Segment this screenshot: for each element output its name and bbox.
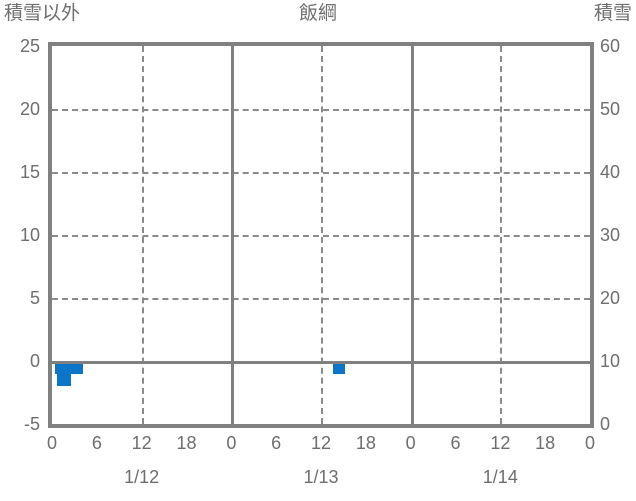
y-axis-right-tick-label: 20 <box>600 288 621 308</box>
y-axis-left-tick-label: 5 <box>29 288 40 308</box>
x-axis-tick-label: 12 <box>490 433 511 453</box>
y-axis-left-tick-label: 10 <box>19 225 40 245</box>
right-axis-title: 積雪 <box>593 3 632 24</box>
vertical-gridline <box>321 46 323 424</box>
y-axis-left-tick-label: 25 <box>19 36 40 56</box>
plot-area <box>48 42 594 428</box>
y-axis-right-tick-label: 60 <box>600 36 621 56</box>
day-boundary-line <box>410 46 414 424</box>
y-axis-left-tick-label: -5 <box>23 414 40 434</box>
plot-inner <box>52 46 590 424</box>
chart-title: 飯綱 <box>298 3 337 24</box>
x-axis-tick-label: 6 <box>91 433 102 453</box>
y-axis-right-tick-label: 50 <box>600 99 621 119</box>
x-axis-tick-label: 18 <box>355 433 376 453</box>
vertical-gridline <box>500 46 503 424</box>
y-axis-left-tick-label: 15 <box>19 162 40 182</box>
x-axis-tick-label: 0 <box>405 433 416 453</box>
x-axis-tick-label: 0 <box>226 433 237 453</box>
x-axis-tick-label: 18 <box>176 433 197 453</box>
x-axis-tick-label: 6 <box>271 433 282 453</box>
x-axis-tick-label: 12 <box>310 433 332 453</box>
zero-reference-line <box>52 361 590 364</box>
data-bar <box>57 361 71 387</box>
y-axis-right-tick-label: 10 <box>600 351 621 371</box>
x-axis-day-label: 1/13 <box>303 467 339 487</box>
x-axis-tick-label: 18 <box>535 433 556 453</box>
y-axis-right-tick-label: 30 <box>600 225 621 245</box>
x-axis-day-label: 1/12 <box>124 467 160 487</box>
x-axis-tick-label: 0 <box>46 433 57 453</box>
x-axis-tick-label: 12 <box>131 433 152 453</box>
x-axis-day-label: 1/14 <box>482 467 518 487</box>
y-axis-left-tick-label: 20 <box>19 99 40 119</box>
data-bar <box>332 361 345 374</box>
y-axis-right-tick-label: 0 <box>600 414 611 434</box>
y-axis-right-tick-label: 40 <box>600 162 621 182</box>
left-axis-title: 積雪以外 <box>4 3 81 24</box>
day-boundary-line <box>231 46 235 424</box>
y-axis-left-tick-label: 0 <box>29 351 40 371</box>
x-axis-tick-label: 0 <box>584 433 595 453</box>
vertical-gridline <box>141 46 144 424</box>
x-axis-tick-label: 6 <box>450 433 461 453</box>
